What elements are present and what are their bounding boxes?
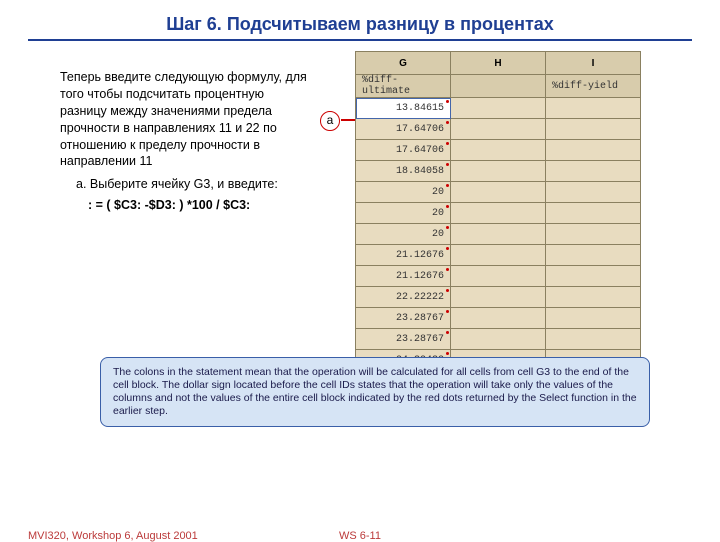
cell[interactable]: [451, 266, 546, 287]
cell[interactable]: [546, 98, 641, 119]
cell[interactable]: [546, 287, 641, 308]
red-dot-icon: [446, 310, 449, 313]
cell-value: 21.12676: [396, 250, 444, 261]
cell[interactable]: [546, 245, 641, 266]
cell-value: 20: [432, 187, 444, 198]
content-area: Теперь введите следующую формулу, для то…: [0, 41, 720, 471]
step-a-text: a. Выберите ячейку G3, и введите:: [76, 176, 310, 193]
table-row: 23.28767: [356, 308, 641, 329]
cell-value: 20: [432, 229, 444, 240]
cell[interactable]: [451, 224, 546, 245]
cell[interactable]: [451, 287, 546, 308]
red-dot-icon: [446, 226, 449, 229]
label-h: [451, 75, 546, 98]
table-row: 20: [356, 182, 641, 203]
cell[interactable]: 20: [356, 224, 451, 245]
cell[interactable]: [546, 266, 641, 287]
red-dot-icon: [446, 331, 449, 334]
red-dot-icon: [446, 100, 449, 103]
label-row: %diff-ultimate %diff-yield: [356, 75, 641, 98]
cell[interactable]: 23.28767: [356, 329, 451, 350]
table-row: 13.84615: [356, 98, 641, 119]
note-box: The colons in the statement mean that th…: [100, 357, 650, 428]
cell[interactable]: [546, 329, 641, 350]
red-dot-icon: [446, 352, 449, 355]
table-row: 17.64706: [356, 140, 641, 161]
instruction-block: Теперь введите следующую формулу, для то…: [60, 69, 310, 214]
cell-g3[interactable]: 13.84615: [356, 98, 451, 119]
cell[interactable]: 17.64706: [356, 119, 451, 140]
cell[interactable]: [451, 182, 546, 203]
sheet: G H I %diff-ultimate %diff-yield 13.8461…: [355, 51, 641, 392]
label-g: %diff-ultimate: [356, 75, 451, 98]
red-dot-icon: [446, 289, 449, 292]
table-row: 20: [356, 224, 641, 245]
instruction-paragraph: Теперь введите следующую формулу, для то…: [60, 69, 310, 170]
header-row: G H I: [356, 52, 641, 75]
table-row: 18.84058: [356, 161, 641, 182]
cell[interactable]: 20: [356, 182, 451, 203]
cell[interactable]: [451, 161, 546, 182]
red-dot-icon: [446, 142, 449, 145]
cell[interactable]: 21.12676: [356, 266, 451, 287]
col-i: I: [546, 52, 641, 75]
callout-a: a: [320, 111, 340, 131]
cell[interactable]: [451, 140, 546, 161]
cell[interactable]: [546, 224, 641, 245]
cell-value: 22.22222: [396, 292, 444, 303]
callout-arrow: [341, 119, 355, 121]
cell-value: 18.84058: [396, 166, 444, 177]
table-row: 21.12676: [356, 245, 641, 266]
red-dot-icon: [446, 247, 449, 250]
cell[interactable]: 20: [356, 203, 451, 224]
table-row: 20: [356, 203, 641, 224]
red-dot-icon: [446, 205, 449, 208]
cell-value: 17.64706: [396, 124, 444, 135]
cell[interactable]: [451, 98, 546, 119]
page-title: Шаг 6. Подсчитываем разницу в процентах: [0, 0, 720, 35]
cell[interactable]: [451, 203, 546, 224]
cell[interactable]: [451, 119, 546, 140]
red-dot-icon: [446, 121, 449, 124]
red-dot-icon: [446, 184, 449, 187]
red-dot-icon: [446, 268, 449, 271]
table-row: 17.64706: [356, 119, 641, 140]
col-g: G: [356, 52, 451, 75]
cell[interactable]: [451, 329, 546, 350]
cell[interactable]: 22.22222: [356, 287, 451, 308]
cell[interactable]: [451, 245, 546, 266]
cell[interactable]: 23.28767: [356, 308, 451, 329]
cell-value: 21.12676: [396, 271, 444, 282]
spreadsheet-table: G H I %diff-ultimate %diff-yield 13.8461…: [355, 51, 641, 392]
cell[interactable]: [546, 203, 641, 224]
cell[interactable]: [451, 308, 546, 329]
col-h: H: [451, 52, 546, 75]
cell-value: 20: [432, 208, 444, 219]
cell[interactable]: [546, 161, 641, 182]
footer-center: WS 6-11: [28, 530, 692, 542]
cell[interactable]: [546, 308, 641, 329]
cell-value: 17.64706: [396, 145, 444, 156]
formula-text: : = ( $C3: -$D3: ) *100 / $C3:: [88, 197, 310, 214]
cell[interactable]: 21.12676: [356, 245, 451, 266]
cell-value: 23.28767: [396, 313, 444, 324]
table-row: 21.12676: [356, 266, 641, 287]
cell-value: 13.84615: [396, 103, 444, 114]
red-dot-icon: [446, 163, 449, 166]
label-i: %diff-yield: [546, 75, 641, 98]
cell[interactable]: 17.64706: [356, 140, 451, 161]
cell-value: 23.28767: [396, 334, 444, 345]
cell[interactable]: [546, 119, 641, 140]
cell[interactable]: [546, 182, 641, 203]
cell[interactable]: 18.84058: [356, 161, 451, 182]
table-row: 22.22222: [356, 287, 641, 308]
table-row: 23.28767: [356, 329, 641, 350]
cell[interactable]: [546, 140, 641, 161]
